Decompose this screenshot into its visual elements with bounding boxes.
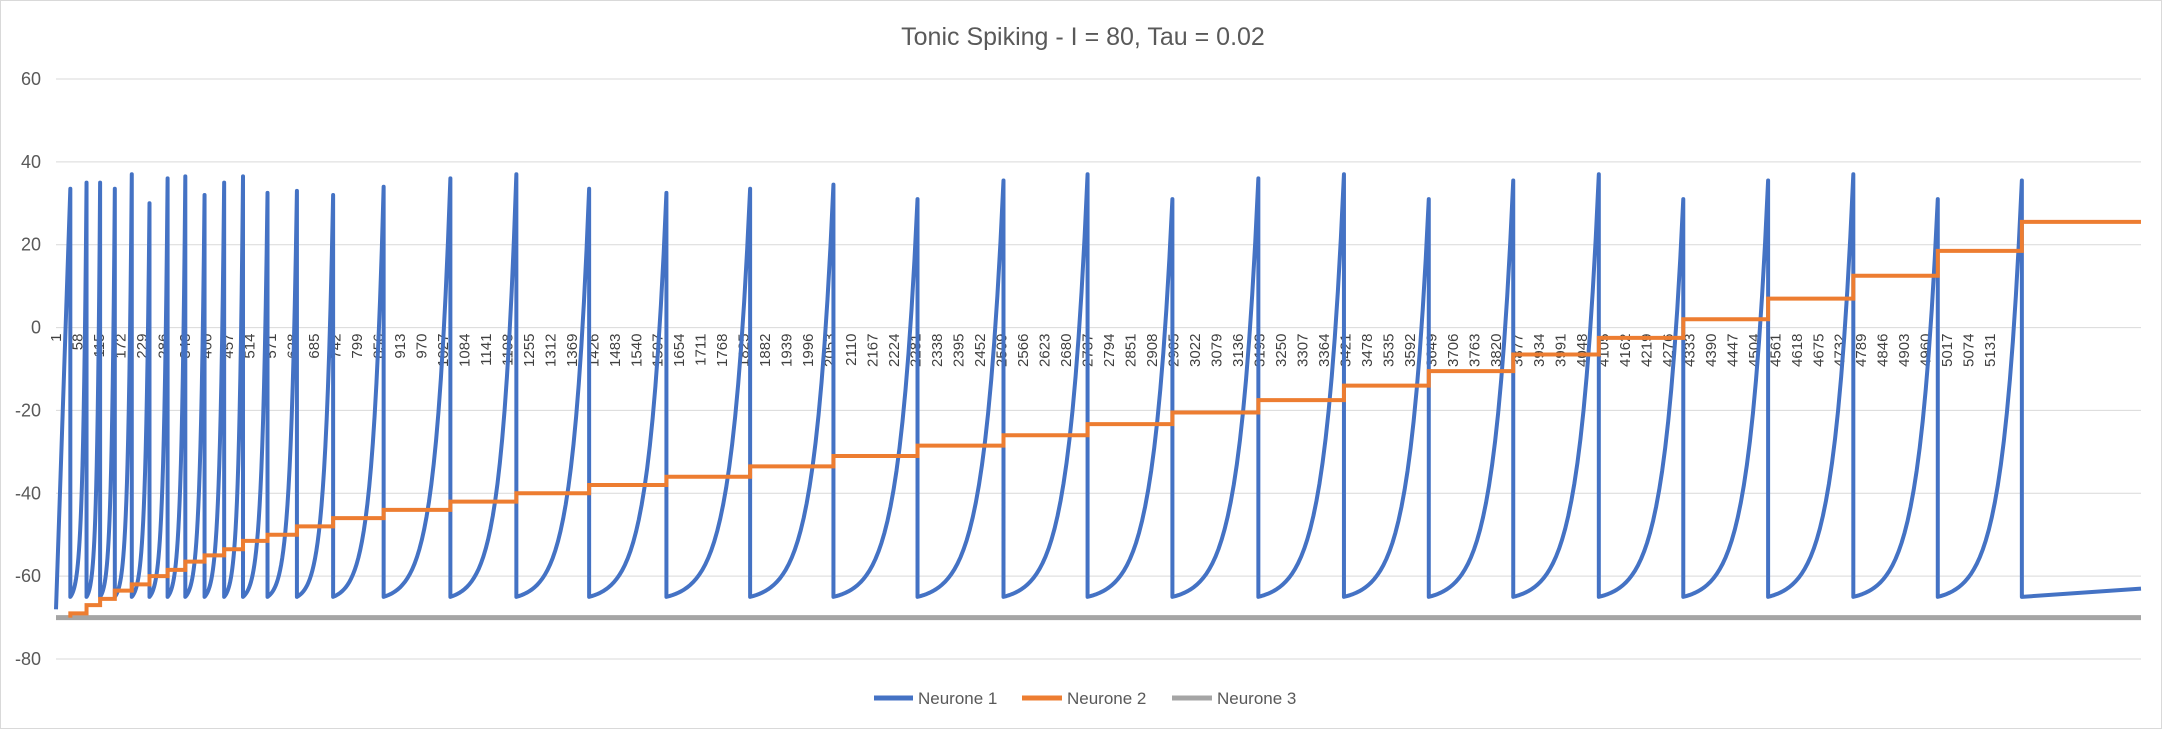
x-tick-label: 2566	[1015, 334, 1032, 367]
x-tick-label: 4789	[1853, 334, 1870, 367]
x-tick-label: 3991	[1552, 334, 1569, 367]
x-tick-label: 5131	[1982, 334, 1999, 367]
x-tick-label: 799	[349, 334, 366, 359]
gridlines	[56, 78, 2141, 660]
x-tick-label: 3478	[1359, 334, 1376, 367]
legend-item-neurone-1: Neurone 1	[874, 689, 997, 708]
x-tick-label: 3934	[1531, 334, 1548, 367]
x-tick-label: 3022	[1187, 334, 1204, 367]
x-tick-label: 1312	[542, 334, 559, 367]
x-tick-label: 1369	[564, 334, 581, 367]
x-tick-label: 5017	[1939, 334, 1956, 367]
x-tick-label: 3421	[1337, 334, 1354, 367]
chart-title: Tonic Spiking - I = 80, Tau = 0.02	[901, 23, 1265, 51]
x-tick-label: 2623	[1037, 334, 1054, 367]
x-tick-label: 4846	[1875, 334, 1892, 367]
x-tick-label: 2224	[886, 334, 903, 367]
x-tick-label: 1996	[800, 334, 817, 367]
legend-item-neurone-3: Neurone 3	[1172, 689, 1296, 708]
y-tick-label: -60	[15, 566, 41, 586]
x-tick-label: 4903	[1896, 334, 1913, 367]
x-tick-label: 685	[306, 334, 323, 359]
y-tick-label: 40	[21, 152, 41, 172]
x-tick-label: 2908	[1144, 334, 1161, 367]
x-tick-label: 1141	[478, 334, 495, 366]
x-tick-label: 1711	[693, 334, 710, 366]
x-tick-label: 4390	[1703, 334, 1720, 367]
legend-item-neurone-2: Neurone 2	[1022, 689, 1146, 708]
x-tick-label: 3649	[1423, 334, 1440, 367]
y-tick-label: -20	[15, 400, 41, 420]
x-axis-ticks: 1 58 115 172 229 286 343 400 457 514 571 628 685 742 7…	[48, 334, 1999, 367]
x-tick-label: 4561	[1767, 334, 1784, 367]
x-tick-label: 4732	[1832, 334, 1849, 367]
series-line-neurone-1	[54, 172, 2142, 610]
x-tick-label: 2680	[1058, 334, 1075, 367]
x-tick-label: 1483	[607, 334, 624, 367]
legend-label-neurone-3: Neurone 3	[1217, 689, 1296, 708]
y-axis-ticks: 60 40 20 0 -20 -40 -60 -80	[15, 69, 41, 669]
x-tick-label: 5074	[1961, 334, 1978, 367]
y-tick-label: 0	[31, 318, 41, 338]
x-tick-label: 1540	[628, 334, 645, 367]
x-tick-label: 970	[413, 334, 430, 359]
x-tick-label: 4675	[1810, 334, 1827, 367]
x-tick-label: 514	[241, 334, 258, 359]
x-tick-label: 3763	[1466, 334, 1483, 367]
x-tick-label: 3592	[1402, 334, 1419, 367]
x-tick-label: 2452	[972, 334, 989, 367]
x-tick-label: 2338	[929, 334, 946, 367]
x-tick-label: 2110	[843, 334, 860, 366]
x-tick-label: 1	[48, 334, 65, 342]
x-tick-label: 4333	[1681, 334, 1698, 367]
x-tick-label: 3820	[1488, 334, 1505, 367]
y-tick-label: -80	[15, 649, 41, 669]
x-tick-label: 1255	[521, 334, 538, 367]
x-tick-label: 3250	[1273, 334, 1290, 367]
series-line-neurone-2	[68, 219, 2141, 618]
x-tick-label: 3136	[1230, 334, 1247, 367]
x-tick-label: 3307	[1294, 334, 1311, 367]
plot-area	[54, 172, 2142, 621]
x-tick-label: 58	[69, 334, 86, 351]
x-tick-label: 3079	[1209, 334, 1226, 367]
legend: Neurone 1 Neurone 2 Neurone 3	[874, 689, 1296, 708]
legend-label-neurone-2: Neurone 2	[1067, 689, 1146, 708]
x-tick-label: 1084	[456, 334, 473, 367]
y-tick-label: -40	[15, 483, 41, 503]
y-tick-label: 20	[21, 235, 41, 255]
x-tick-label: 3706	[1445, 334, 1462, 367]
x-tick-label: 3364	[1316, 334, 1333, 367]
x-tick-label: 3535	[1380, 334, 1397, 367]
x-tick-label: 1654	[671, 334, 688, 367]
x-tick-label: 2395	[951, 334, 968, 367]
legend-label-neurone-1: Neurone 1	[918, 689, 997, 708]
x-tick-label: 2851	[1123, 334, 1140, 367]
x-tick-label: 1882	[757, 334, 774, 367]
x-tick-label: 4162	[1617, 334, 1634, 367]
x-tick-label: 4447	[1724, 334, 1741, 367]
x-tick-label: 1939	[779, 334, 796, 367]
y-tick-label: 60	[21, 69, 41, 89]
x-tick-label: 4618	[1789, 334, 1806, 367]
x-tick-label: 913	[392, 334, 409, 359]
x-tick-label: 1768	[714, 334, 731, 367]
x-tick-label: 4219	[1638, 334, 1655, 367]
x-tick-label: 2794	[1101, 334, 1118, 367]
x-tick-label: 2167	[865, 334, 882, 367]
